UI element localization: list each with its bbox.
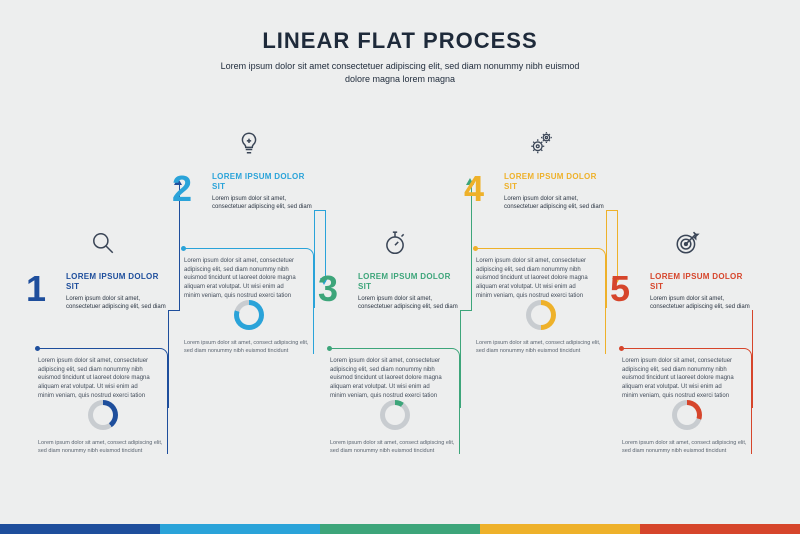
donut-chart: 30% bbox=[672, 400, 702, 430]
stripe-segment bbox=[0, 524, 160, 534]
step-1: 1LOREM IPSUM DOLOR SITLorem ipsum dolor … bbox=[38, 272, 168, 311]
donut-chart: 50% bbox=[526, 300, 556, 330]
stripe-segment bbox=[480, 524, 640, 534]
donut-percent: 30% bbox=[672, 400, 702, 430]
stripe-segment bbox=[640, 524, 800, 534]
step-lead: Lorem ipsum dolor sit amet, consectetuer… bbox=[504, 195, 606, 211]
step-number: 5 bbox=[610, 268, 630, 310]
step-title: LOREM IPSUM DOLOR SIT bbox=[504, 172, 606, 191]
step-title: LOREM IPSUM DOLOR SIT bbox=[212, 172, 314, 191]
step-footer: Lorem ipsum dolor sit amet, consect adip… bbox=[330, 440, 460, 455]
bulb-icon bbox=[236, 130, 262, 156]
step-title: LOREM IPSUM DOLOR SIT bbox=[650, 272, 752, 291]
step-lead: Lorem ipsum dolor sit amet, consectetuer… bbox=[650, 295, 752, 311]
magnifier-icon bbox=[90, 230, 116, 256]
step-number: 3 bbox=[318, 268, 338, 310]
step-4: 4LOREM IPSUM DOLOR SITLorem ipsum dolor … bbox=[476, 172, 606, 211]
step-footer: Lorem ipsum dolor sit amet, consect adip… bbox=[38, 440, 168, 455]
donut-percent: 40% bbox=[88, 400, 118, 430]
step-number: 4 bbox=[464, 168, 484, 210]
step-footer: Lorem ipsum dolor sit amet, consect adip… bbox=[184, 340, 314, 355]
step-body: Lorem ipsum dolor sit amet, consectetuer… bbox=[330, 357, 449, 400]
stripe-segment bbox=[320, 524, 480, 534]
step-body: Lorem ipsum dolor sit amet, consectetuer… bbox=[622, 357, 741, 400]
step-footer: Lorem ipsum dolor sit amet, consect adip… bbox=[622, 440, 752, 455]
page-title: LINEAR FLAT PROCESS bbox=[0, 28, 800, 54]
step-5: 5LOREM IPSUM DOLOR SITLorem ipsum dolor … bbox=[622, 272, 752, 311]
donut-percent: 50% bbox=[526, 300, 556, 330]
step-footer: Lorem ipsum dolor sit amet, consect adip… bbox=[476, 340, 606, 355]
bottom-stripe bbox=[0, 524, 800, 534]
step-body: Lorem ipsum dolor sit amet, consectetuer… bbox=[476, 257, 595, 300]
step-3: 3LOREM IPSUM DOLOR SITLorem ipsum dolor … bbox=[330, 272, 460, 311]
connector-line bbox=[460, 310, 472, 311]
connector-line bbox=[606, 210, 607, 308]
step-number: 2 bbox=[172, 168, 192, 210]
step-body: Lorem ipsum dolor sit amet, consectetuer… bbox=[38, 357, 157, 400]
step-lead: Lorem ipsum dolor sit amet, consectetuer… bbox=[66, 295, 168, 311]
connector-line bbox=[314, 210, 315, 308]
target-icon bbox=[674, 230, 700, 256]
gears-icon bbox=[528, 130, 554, 156]
step-title: LOREM IPSUM DOLOR SIT bbox=[66, 272, 168, 291]
connector-line bbox=[460, 310, 461, 408]
donut-percent: 80% bbox=[234, 300, 264, 330]
stripe-segment bbox=[160, 524, 320, 534]
stopwatch-icon bbox=[382, 230, 408, 256]
step-lead: Lorem ipsum dolor sit amet, consectetuer… bbox=[212, 195, 314, 211]
step-body: Lorem ipsum dolor sit amet, consectetuer… bbox=[184, 257, 303, 300]
page-subtitle: Lorem ipsum dolor sit amet consectetuer … bbox=[220, 60, 580, 85]
donut-chart: 40% bbox=[88, 400, 118, 430]
connector-line bbox=[752, 310, 753, 408]
donut-chart: 10% bbox=[380, 400, 410, 430]
connector-line bbox=[168, 310, 180, 311]
donut-chart: 80% bbox=[234, 300, 264, 330]
step-2: 2LOREM IPSUM DOLOR SITLorem ipsum dolor … bbox=[184, 172, 314, 211]
process-stage: 1 LOREM IPSUM DOLOR SIT Lorem ipsum dolor … bbox=[20, 100, 780, 500]
step-lead: Lorem ipsum dolor sit amet, consectetuer… bbox=[358, 295, 460, 311]
header: LINEAR FLAT PROCESS Lorem ipsum dolor si… bbox=[0, 0, 800, 85]
step-number: 1 bbox=[26, 268, 46, 310]
connector-line bbox=[168, 310, 169, 408]
donut-percent: 10% bbox=[380, 400, 410, 430]
step-title: LOREM IPSUM DOLOR SIT bbox=[358, 272, 460, 291]
